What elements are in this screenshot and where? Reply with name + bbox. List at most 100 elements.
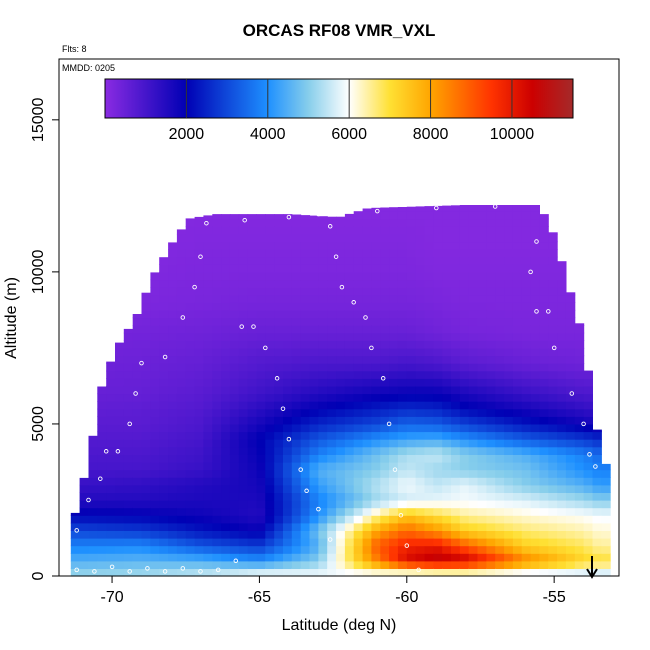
heatmap-cell [141, 370, 151, 379]
heatmap-cell [406, 454, 417, 463]
heatmap-cell [353, 241, 364, 250]
heatmap-cell [300, 462, 311, 471]
heatmap-cell [362, 325, 372, 334]
heatmap-cell [530, 355, 540, 364]
heatmap-cell [283, 294, 293, 303]
heatmap-cell [521, 279, 532, 288]
heatmap-cell [415, 454, 425, 463]
heatmap-cell [291, 309, 302, 319]
heatmap-cell [300, 287, 311, 296]
heatmap-cell [256, 355, 266, 364]
heatmap-cell [442, 492, 452, 501]
heatmap-cell [468, 249, 479, 258]
heatmap-cell [539, 347, 549, 357]
heatmap-cell [318, 568, 328, 577]
heatmap-cell [442, 560, 452, 569]
heatmap-cell [309, 446, 319, 455]
heatmap-cell [415, 507, 425, 516]
heatmap-cell [344, 213, 355, 220]
heatmap-cell [574, 408, 585, 417]
heatmap-cell [548, 553, 558, 562]
heatmap-cell [389, 439, 399, 448]
heatmap-cell [247, 484, 257, 493]
heatmap-cell [362, 446, 372, 455]
heatmap-cell [194, 216, 204, 220]
heatmap-cell [389, 241, 399, 250]
heatmap-cell [291, 226, 302, 235]
heatmap-cell [548, 454, 558, 463]
heatmap-cell [291, 363, 302, 372]
heatmap-cell [309, 355, 319, 364]
heatmap-cell [495, 401, 505, 410]
heatmap-cell [486, 378, 496, 387]
heatmap-cell [539, 340, 549, 349]
heatmap-cell [468, 294, 479, 303]
heatmap-cell [389, 401, 399, 410]
heatmap-cell [265, 370, 275, 379]
heatmap-cell [539, 218, 549, 227]
heatmap-cell [70, 560, 81, 569]
heatmap-cell [300, 522, 311, 531]
heatmap-cell [601, 492, 611, 501]
heatmap-cell [362, 423, 372, 433]
heatmap-cell [530, 256, 540, 265]
heatmap-cell [424, 385, 434, 395]
heatmap-cell [150, 370, 160, 379]
heatmap-cell [106, 538, 116, 547]
heatmap-cell [150, 416, 160, 425]
heatmap-cell [203, 492, 213, 501]
heatmap-cell [557, 560, 567, 569]
heatmap-cell [539, 355, 549, 364]
heatmap-cell [504, 325, 514, 334]
heatmap-cell [256, 340, 266, 349]
heatmap-cell [521, 515, 532, 524]
heatmap-cell [442, 522, 452, 531]
heatmap-cell [194, 439, 204, 448]
heatmap-cell [159, 287, 169, 296]
heatmap-cell [406, 241, 417, 250]
heatmap-cell [115, 462, 125, 471]
heatmap-cell [327, 446, 337, 455]
heatmap-cell [459, 332, 470, 341]
heatmap-cell [592, 553, 602, 562]
heatmap-cell [389, 218, 399, 227]
heatmap-cell [274, 309, 284, 319]
heatmap-cell [601, 522, 611, 531]
plot-frame [58, 58, 620, 577]
heatmap-cell [106, 469, 116, 478]
heatmap-cell [300, 215, 311, 220]
heatmap-cell [389, 207, 399, 212]
heatmap-cell [530, 408, 540, 417]
heatmap-cell [362, 507, 372, 516]
heatmap-cell [309, 401, 319, 410]
flight-track-point [103, 449, 109, 454]
heatmap-cell [433, 241, 443, 250]
heatmap-cell [336, 249, 346, 258]
heatmap-cell [451, 294, 461, 303]
heatmap-cell [504, 279, 514, 288]
heatmap-cell [159, 416, 169, 425]
heatmap-cell [477, 416, 487, 425]
heatmap-cell [203, 226, 213, 235]
heatmap-cell [371, 393, 381, 402]
heatmap-cell [504, 249, 514, 258]
heatmap-cell [512, 340, 523, 349]
heatmap-cell [159, 302, 169, 311]
heatmap-cell [291, 439, 302, 448]
heatmap-cell [318, 370, 328, 379]
heatmap-cell [459, 241, 470, 250]
heatmap-cell [548, 393, 558, 402]
heatmap-cell [318, 477, 328, 486]
heatmap-cell [221, 401, 231, 410]
heatmap-cell [424, 294, 434, 303]
heatmap-cell [512, 347, 523, 357]
heatmap-cell [132, 347, 143, 357]
heatmap-cell [433, 423, 443, 433]
heatmap-cell [406, 522, 417, 531]
heatmap-cell [115, 342, 125, 349]
heatmap-cell [265, 271, 275, 281]
heatmap-cell [468, 522, 479, 531]
heatmap-cell [397, 211, 408, 220]
heatmap-cell [353, 507, 364, 516]
heatmap-cell [530, 249, 540, 258]
